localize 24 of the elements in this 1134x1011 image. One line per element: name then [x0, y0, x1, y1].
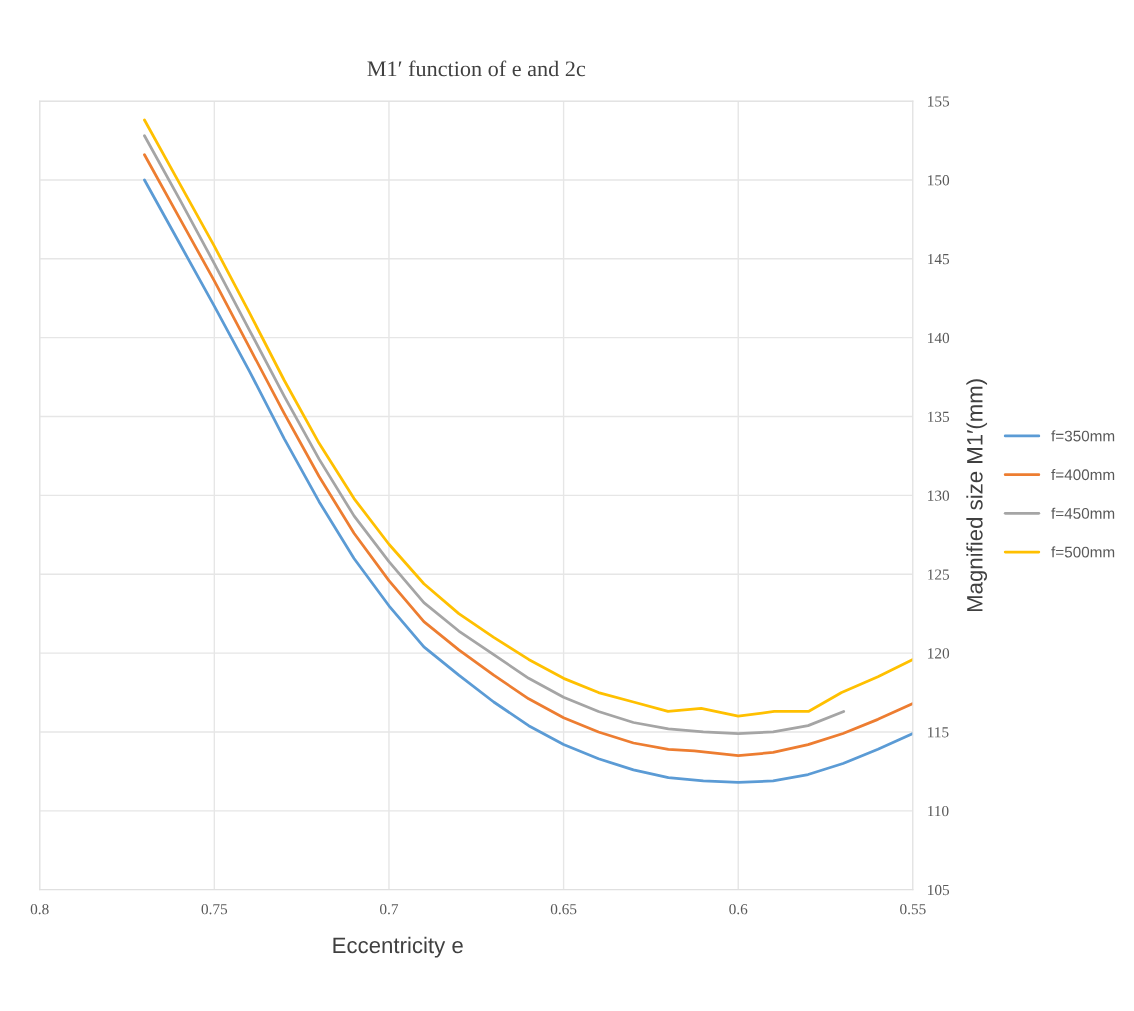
y-tick-label: 125 — [928, 569, 950, 580]
x-tick-label: 0.65 — [550, 904, 577, 915]
y-tick-label: 155 — [928, 96, 950, 107]
y-axis-title: Magnified size M1′(mm) — [966, 379, 988, 612]
y-tick-label: 130 — [928, 490, 950, 501]
x-axis-title: Eccentricity e — [333, 936, 463, 958]
y-tick-label: 135 — [928, 411, 950, 422]
x-tick-label: 0.7 — [380, 904, 399, 915]
x-tick-label: 0.55 — [900, 904, 926, 915]
legend-label: f=350mm — [1051, 430, 1115, 442]
x-tick-label: 0.6 — [729, 904, 748, 915]
chart-title: M1′ function of e and 2c — [367, 60, 586, 77]
y-tick-label: 105 — [928, 884, 950, 896]
legend-label: f=400mm — [1051, 468, 1115, 481]
y-tick-label: 145 — [928, 254, 950, 265]
y-tick-label: 115 — [928, 727, 949, 738]
x-tick-label: 0.8 — [30, 904, 49, 915]
y-tick-label: 150 — [928, 175, 950, 186]
x-tick-label: 0.75 — [201, 904, 228, 915]
legend-label: f=500mm — [1051, 546, 1115, 558]
y-tick-label: 110 — [928, 805, 949, 817]
legend-label: f=450mm — [1051, 507, 1115, 519]
y-tick-label: 140 — [928, 332, 950, 344]
y-tick-label: 120 — [928, 648, 950, 659]
